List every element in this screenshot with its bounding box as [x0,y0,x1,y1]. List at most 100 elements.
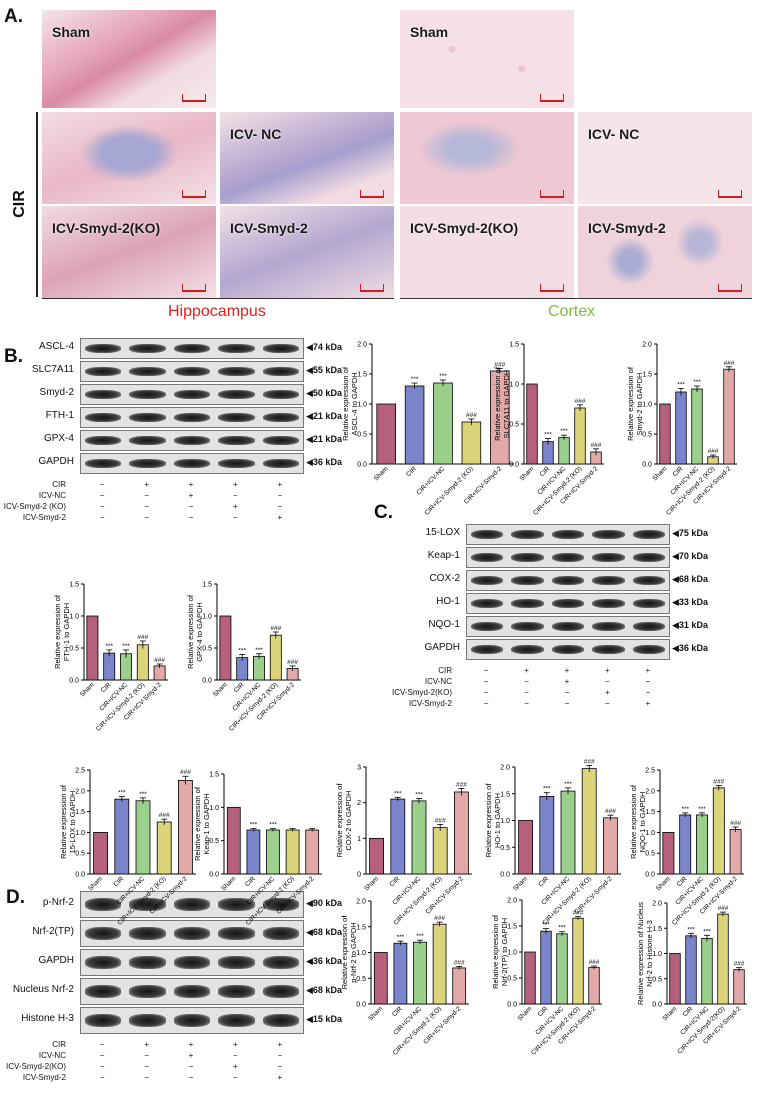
significance-label: ### [718,905,729,912]
significance-label: ### [466,412,477,419]
y-tick-label: 1.5 [642,372,652,379]
y-axis-label: Relative expression of [626,366,635,441]
bar [411,800,427,875]
treatment-mark: − [277,1051,283,1060]
kda-marker: ◀15 kDa [306,1013,342,1024]
treatment-mark: + [605,666,610,675]
treatment-mark: − [233,513,238,522]
band [129,343,166,354]
band [173,985,211,998]
scale-bar [182,284,206,292]
scale-bar [182,94,206,102]
y-tick-label: 1.0 [202,614,212,621]
bar [574,407,586,465]
band [551,644,585,655]
treatment-mark: + [645,666,651,675]
kda-marker: ◀70 kDa [672,550,708,561]
band [262,956,299,969]
bar [518,820,533,875]
band-label: Nucleus Nrf-2 [12,983,74,995]
y-tick-label: 1.5 [209,772,219,779]
bar [560,790,576,875]
bar [558,437,570,465]
significance-label: *** [564,781,572,788]
category-label: Sham [367,1005,384,1022]
tile-label: Sham [410,24,449,40]
band [511,644,544,655]
kda-marker: ◀68 kDa [672,573,708,584]
blot-strip [466,524,670,545]
treatment-mark: − [188,502,194,511]
blot-strip [80,407,304,428]
band-label: Histone H-3 [21,1012,74,1024]
y-tick-label: 2.0 [357,342,367,349]
y-tick-label: 1.5 [357,372,367,379]
y-tick-label: 2.0 [652,901,662,908]
band [262,343,299,354]
bar [226,806,241,875]
bar [413,941,427,1005]
bar [246,829,261,875]
band [129,985,166,998]
treatment-label: ICV-NC [38,491,66,500]
bar [432,923,447,1005]
y-tick-label: 1.0 [69,614,79,621]
band [173,435,211,446]
significance-label: ### [575,398,586,405]
y-tick-label: 0.5 [209,838,219,845]
band [218,366,255,377]
y-tick-label: 1.5 [509,342,519,349]
band [592,575,625,586]
scale-bar [540,284,564,292]
bar [432,827,448,875]
kda-marker: ◀55 kDa [306,364,342,375]
significance-label: *** [543,786,551,793]
band [129,898,166,911]
category-label: CIR+ICV-NC [415,465,446,496]
treatment-mark: − [144,513,149,522]
band [262,435,299,446]
significance-label: *** [411,376,419,383]
y-tick-label: 0.0 [652,1002,662,1009]
band [218,985,255,998]
category-label: CIR [672,465,685,478]
y-tick-label: 1.5 [645,809,655,816]
band-label: GAPDH [38,954,74,966]
treatment-mark: + [188,1040,194,1049]
blot-strip [80,453,304,474]
treatment-mark: + [188,1051,194,1060]
y-tick-label: 1.0 [357,402,367,409]
band [173,956,211,969]
band [218,343,255,354]
band [511,598,544,609]
y-axis-label: Relative expression of [186,594,195,669]
y-tick-label: 2.5 [75,768,85,775]
category-label: Sham [512,875,529,892]
treatment-label: ICV-Smyd-2 [22,1073,66,1082]
significance-label: ### [573,910,584,917]
scale-bar [718,190,742,198]
y-axis-label: COX-2 to GAPDH [344,790,353,850]
treatment-mark: − [524,688,529,697]
band [511,552,544,563]
band [592,552,625,563]
treatment-mark: − [233,1073,238,1082]
blot-strip [80,361,304,382]
significance-label: *** [703,928,711,935]
bar [712,787,725,875]
y-tick-label: 1.0 [645,830,655,837]
significance-label: *** [544,431,552,438]
y-tick-label: 0.5 [69,646,79,653]
y-axis-label: Relative expression of [335,783,344,858]
treatment-mark: + [645,699,651,708]
category-label: Sham [518,465,535,482]
treatment-mark: − [144,491,149,500]
blot-strip [466,639,670,660]
category-label: CIR [100,681,113,694]
y-tick-label: 3 [357,765,361,772]
y-tick-label: 0.5 [75,851,85,858]
treatment-mark: + [524,666,529,675]
band [85,1014,122,1027]
y-tick-label: 0.0 [209,872,219,879]
